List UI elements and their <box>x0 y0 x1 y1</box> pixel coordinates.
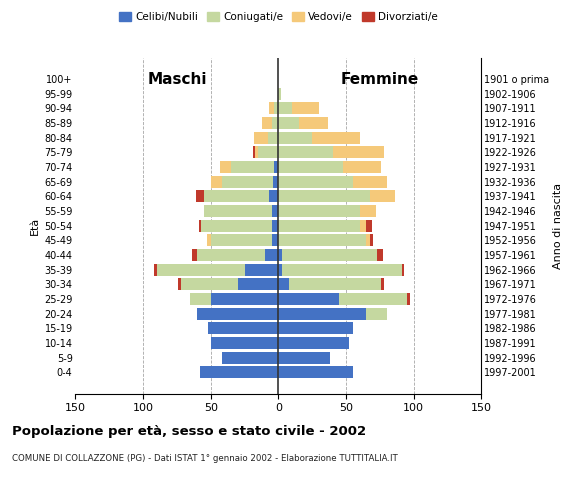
Bar <box>278 219 360 232</box>
Bar <box>278 117 299 129</box>
Bar <box>206 234 211 246</box>
Bar <box>371 234 373 246</box>
Bar <box>282 264 401 276</box>
Bar <box>377 249 383 261</box>
Bar <box>278 337 349 349</box>
Bar <box>278 132 312 144</box>
Bar <box>278 278 289 290</box>
Bar <box>262 117 271 129</box>
Bar <box>274 102 278 114</box>
Bar <box>353 176 387 188</box>
Bar <box>278 293 339 305</box>
Bar <box>211 176 222 188</box>
Bar <box>367 234 371 246</box>
Bar <box>204 190 269 202</box>
Bar <box>258 146 278 158</box>
Bar <box>265 249 278 261</box>
Bar <box>154 264 157 276</box>
Bar <box>220 161 231 173</box>
Bar <box>267 132 278 144</box>
Bar <box>208 322 278 334</box>
Bar <box>254 132 267 144</box>
Bar <box>269 190 278 202</box>
Bar <box>278 308 367 320</box>
Bar <box>204 205 271 217</box>
Text: COMUNE DI COLLAZZONE (PG) - Dati ISTAT 1° gennaio 2002 - Elaborazione TUTTITALIA: COMUNE DI COLLAZZONE (PG) - Dati ISTAT 1… <box>12 454 397 463</box>
Bar <box>278 161 343 173</box>
Bar <box>278 322 353 334</box>
Bar <box>278 205 360 217</box>
Bar <box>278 102 292 114</box>
Bar <box>269 102 274 114</box>
Bar <box>271 205 278 217</box>
Bar <box>278 366 353 378</box>
Bar <box>255 146 258 158</box>
Bar <box>360 205 376 217</box>
Bar <box>407 293 409 305</box>
Bar <box>231 161 274 173</box>
Text: Femmine: Femmine <box>341 72 419 86</box>
Bar <box>211 337 278 349</box>
Bar <box>278 264 282 276</box>
Bar <box>271 219 278 232</box>
Bar <box>339 293 407 305</box>
Bar <box>271 117 278 129</box>
Text: Maschi: Maschi <box>147 72 206 86</box>
Bar <box>278 190 371 202</box>
Bar <box>253 146 255 158</box>
Bar <box>271 234 278 246</box>
Bar <box>211 234 271 246</box>
Bar <box>157 264 245 276</box>
Bar <box>178 278 181 290</box>
Bar <box>238 278 278 290</box>
Y-axis label: Età: Età <box>30 216 40 235</box>
Bar <box>192 249 197 261</box>
Bar <box>196 190 204 202</box>
Bar <box>197 249 265 261</box>
Bar <box>222 352 278 364</box>
Bar <box>201 219 271 232</box>
Bar <box>312 132 360 144</box>
Bar <box>278 176 353 188</box>
Bar <box>401 264 404 276</box>
Bar <box>360 219 367 232</box>
Bar <box>289 278 381 290</box>
Bar <box>222 176 273 188</box>
Bar <box>278 146 332 158</box>
Bar <box>381 278 384 290</box>
Bar <box>278 87 281 99</box>
Bar <box>200 366 278 378</box>
Bar <box>282 249 377 261</box>
Bar <box>274 161 278 173</box>
Bar <box>371 190 395 202</box>
Bar <box>197 308 278 320</box>
Bar <box>343 161 381 173</box>
Bar <box>292 102 319 114</box>
Legend: Celibi/Nubili, Coniugati/e, Vedovi/e, Divorziati/e: Celibi/Nubili, Coniugati/e, Vedovi/e, Di… <box>115 8 442 26</box>
Bar <box>332 146 384 158</box>
Text: Popolazione per età, sesso e stato civile - 2002: Popolazione per età, sesso e stato civil… <box>12 425 366 438</box>
Bar <box>278 352 330 364</box>
Bar <box>367 219 372 232</box>
Bar <box>190 293 211 305</box>
Y-axis label: Anno di nascita: Anno di nascita <box>553 182 563 269</box>
Bar <box>181 278 238 290</box>
Bar <box>278 234 367 246</box>
Bar <box>367 308 387 320</box>
Bar <box>211 293 278 305</box>
Bar <box>198 219 201 232</box>
Bar <box>278 249 282 261</box>
Bar <box>299 117 328 129</box>
Bar <box>245 264 278 276</box>
Bar <box>273 176 278 188</box>
